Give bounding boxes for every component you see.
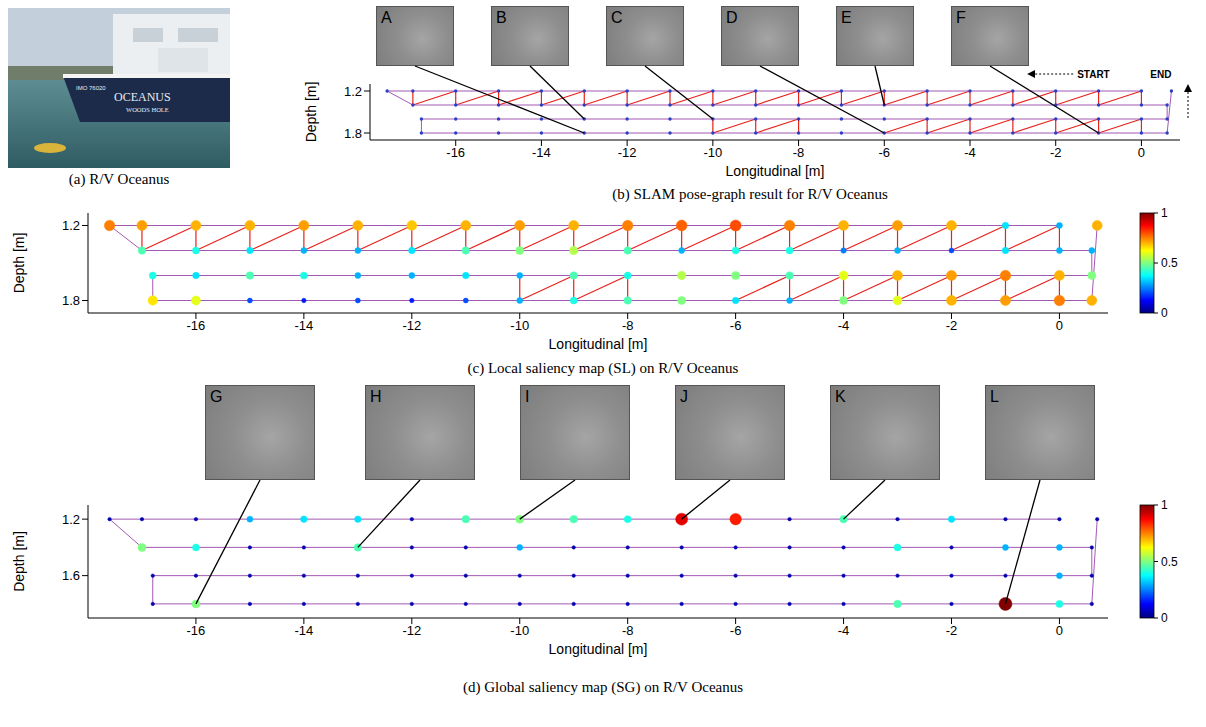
svg-text:-16: -16 bbox=[187, 318, 206, 333]
html-text:C: C bbox=[611, 9, 623, 26]
svg-text:-8: -8 bbox=[622, 623, 634, 638]
svg-text:0: 0 bbox=[1161, 611, 1168, 625]
svg-text:1: 1 bbox=[1161, 206, 1168, 220]
svg-text:1.8: 1.8 bbox=[344, 126, 362, 141]
svg-text:0: 0 bbox=[1056, 318, 1063, 333]
svg-text:Depth [m]: Depth [m] bbox=[11, 233, 27, 294]
svg-text:-2: -2 bbox=[946, 623, 958, 638]
svg-text:1.8: 1.8 bbox=[62, 293, 80, 308]
svg-text:-6: -6 bbox=[879, 145, 891, 160]
svg-text:(c) Local saliency map (SL) on: (c) Local saliency map (SL) on R/V Ocean… bbox=[468, 360, 739, 377]
svg-text:-2: -2 bbox=[946, 318, 958, 333]
svg-text:Longitudinal [m]: Longitudinal [m] bbox=[549, 336, 648, 352]
svg-text:Depth [m]: Depth [m] bbox=[303, 82, 319, 143]
svg-text:1.6: 1.6 bbox=[62, 568, 80, 583]
html-text:L: L bbox=[990, 388, 999, 405]
svg-text:-12: -12 bbox=[402, 623, 421, 638]
html-text:H: H bbox=[370, 388, 382, 405]
svg-text:-10: -10 bbox=[510, 318, 529, 333]
svg-text:0: 0 bbox=[1138, 145, 1145, 160]
svg-text:-8: -8 bbox=[622, 318, 634, 333]
html-text:K: K bbox=[835, 388, 846, 405]
svg-text:1.2: 1.2 bbox=[344, 84, 362, 99]
html-text:G: G bbox=[210, 388, 223, 405]
svg-text:-14: -14 bbox=[532, 145, 551, 160]
svg-text:Longitudinal [m]: Longitudinal [m] bbox=[549, 641, 648, 657]
svg-text:1.2: 1.2 bbox=[62, 218, 80, 233]
svg-text:-6: -6 bbox=[730, 623, 742, 638]
html-text:F: F bbox=[956, 9, 966, 26]
html-text:J: J bbox=[680, 388, 688, 405]
html-text:I: I bbox=[525, 388, 530, 405]
html-text:A: A bbox=[381, 9, 392, 26]
svg-text:Depth [m]: Depth [m] bbox=[11, 531, 27, 592]
svg-text:-16: -16 bbox=[187, 623, 206, 638]
svg-text:Longitudinal [m]: Longitudinal [m] bbox=[726, 163, 825, 179]
svg-text:-8: -8 bbox=[793, 145, 805, 160]
svg-text:-14: -14 bbox=[294, 623, 313, 638]
svg-text:-16: -16 bbox=[446, 145, 465, 160]
svg-text:-4: -4 bbox=[964, 145, 976, 160]
svg-text:WOODS HOLE: WOODS HOLE bbox=[126, 106, 169, 113]
svg-text:0: 0 bbox=[1056, 623, 1063, 638]
svg-text:-6: -6 bbox=[730, 318, 742, 333]
svg-text:0.5: 0.5 bbox=[1161, 555, 1178, 569]
svg-text:-12: -12 bbox=[402, 318, 421, 333]
svg-text:0.5: 0.5 bbox=[1161, 256, 1178, 270]
svg-text:1: 1 bbox=[1161, 498, 1168, 512]
svg-text:(d) Global saliency map (SG) o: (d) Global saliency map (SG) on R/V Ocea… bbox=[463, 679, 743, 696]
html-text:B: B bbox=[496, 9, 507, 26]
svg-text:-10: -10 bbox=[703, 145, 722, 160]
svg-text:(a) R/V Oceanus: (a) R/V Oceanus bbox=[69, 171, 170, 188]
svg-text:-4: -4 bbox=[838, 318, 850, 333]
svg-text:-2: -2 bbox=[1050, 145, 1062, 160]
html-text:D: D bbox=[726, 9, 738, 26]
svg-text:-10: -10 bbox=[510, 623, 529, 638]
svg-text:OCEANUS: OCEANUS bbox=[114, 90, 171, 104]
svg-text:-4: -4 bbox=[838, 623, 850, 638]
svg-text:(b) SLAM pose-graph result for: (b) SLAM pose-graph result for R/V Ocean… bbox=[612, 186, 888, 203]
svg-text:IMO 76020: IMO 76020 bbox=[76, 85, 106, 91]
svg-text:1.2: 1.2 bbox=[62, 512, 80, 527]
html-text:E: E bbox=[841, 9, 852, 26]
svg-text:-12: -12 bbox=[618, 145, 637, 160]
svg-text:-14: -14 bbox=[294, 318, 313, 333]
svg-text:END: END bbox=[1150, 69, 1171, 80]
svg-text:0: 0 bbox=[1161, 306, 1168, 320]
svg-text:START: START bbox=[1077, 69, 1110, 80]
